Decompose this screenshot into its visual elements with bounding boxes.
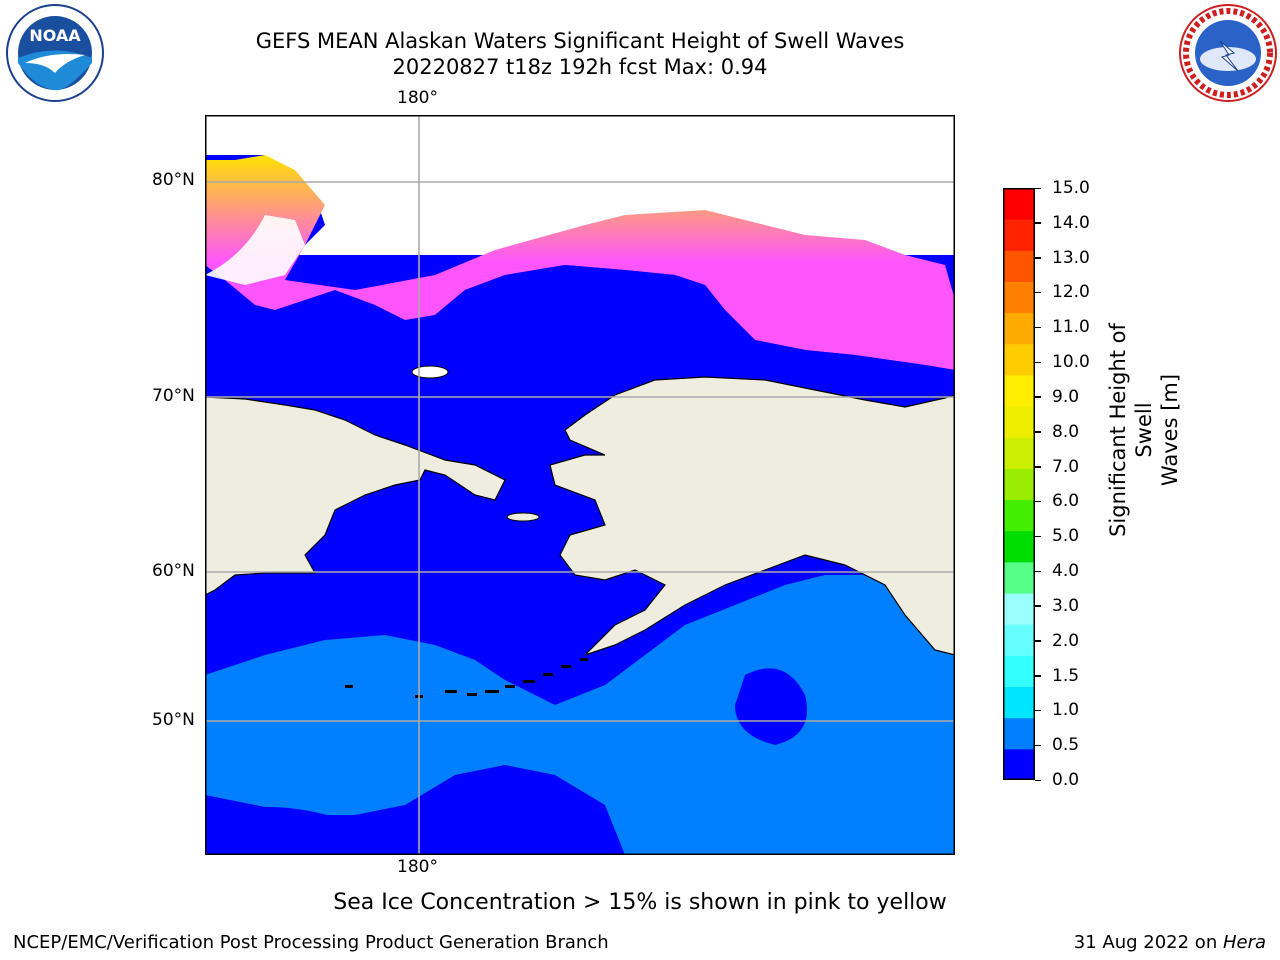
land-siberia bbox=[205, 396, 506, 596]
colorbar-segment bbox=[1003, 250, 1035, 282]
lat-label-70: 70°N bbox=[152, 386, 195, 406]
aleutian-islands bbox=[345, 658, 588, 698]
colorbar-tick-label: 1.5 bbox=[1052, 665, 1080, 686]
colorbar-tick-label: 6.0 bbox=[1052, 491, 1080, 512]
svg-text:NOAA: NOAA bbox=[29, 26, 81, 45]
colorbar-title-line2: Waves [m] bbox=[1158, 373, 1182, 487]
colorbar-tick bbox=[1035, 361, 1041, 364]
lat-label-60: 60°N bbox=[152, 561, 195, 581]
sea-ice-caption: Sea Ice Concentration > 15% is shown in … bbox=[333, 890, 947, 915]
colorbar-tick bbox=[1035, 744, 1041, 747]
lon-label-bottom: 180° bbox=[397, 857, 438, 877]
colorbar bbox=[1003, 188, 1035, 780]
colorbar-tick-label: 8.0 bbox=[1052, 421, 1080, 442]
colorbar-segment bbox=[1003, 624, 1035, 656]
colorbar-tick bbox=[1035, 222, 1041, 224]
noaa-logo: NOAA bbox=[6, 4, 104, 102]
colorbar-segment bbox=[1003, 499, 1035, 532]
land-alaska bbox=[549, 376, 955, 656]
moderate-swell-region bbox=[205, 575, 955, 855]
colorbar-tick-label: 13.0 bbox=[1052, 247, 1090, 268]
colorbar-tick bbox=[1035, 466, 1041, 468]
colorbar-segment bbox=[1003, 717, 1035, 750]
colorbar-tick-label: 15.0 bbox=[1052, 178, 1090, 198]
chart-title: GEFS MEAN Alaskan Waters Significant Hei… bbox=[255, 29, 905, 53]
footer-right: 31 Aug 2022 on Hera bbox=[1074, 932, 1266, 953]
colorbar-segment bbox=[1003, 343, 1035, 376]
colorbar-tick-label: 7.0 bbox=[1052, 456, 1080, 477]
colorbar-tick bbox=[1035, 187, 1041, 189]
colorbar-segment bbox=[1003, 686, 1035, 719]
colorbar-tick-label: 4.0 bbox=[1052, 561, 1080, 582]
colorbar-segment bbox=[1003, 188, 1035, 220]
lat-label-50: 50°N bbox=[152, 710, 195, 730]
lon-label-top: 180° bbox=[397, 88, 438, 108]
colorbar-tick bbox=[1035, 291, 1041, 294]
graticule bbox=[205, 115, 955, 855]
colorbar-tick bbox=[1035, 326, 1041, 329]
colorbar-tick bbox=[1035, 640, 1041, 642]
footer-left: NCEP/EMC/Verification Post Processing Pr… bbox=[13, 932, 609, 953]
colorbar-tick bbox=[1035, 257, 1041, 259]
colorbar-segment bbox=[1003, 374, 1035, 407]
colorbar-segment bbox=[1003, 281, 1035, 314]
colorbar-tick-label: 14.0 bbox=[1052, 212, 1090, 233]
colorbar-tick bbox=[1035, 535, 1041, 538]
colorbar-segment bbox=[1003, 406, 1035, 438]
footer-date: 31 Aug 2022 on bbox=[1073, 932, 1223, 953]
colorbar-tick bbox=[1035, 431, 1041, 433]
colorbar-segment bbox=[1003, 530, 1035, 563]
colorbar-tick-label: 0.5 bbox=[1052, 735, 1080, 756]
colorbar-tick-label: 5.0 bbox=[1052, 526, 1080, 547]
colorbar-tick-label: 0.0 bbox=[1052, 770, 1080, 790]
colorbar-tick-label: 9.0 bbox=[1052, 386, 1080, 407]
map-panel bbox=[205, 115, 955, 855]
nws-logo bbox=[1179, 4, 1277, 102]
colorbar-segment bbox=[1003, 312, 1035, 345]
colorbar-tick bbox=[1035, 396, 1041, 398]
colorbar-tick-label: 11.0 bbox=[1052, 317, 1090, 338]
colorbar-tick bbox=[1035, 675, 1041, 677]
colorbar-segment bbox=[1003, 655, 1035, 688]
colorbar-tick bbox=[1035, 779, 1041, 781]
colorbar-tick-label: 10.0 bbox=[1052, 352, 1090, 373]
colorbar-tick bbox=[1035, 709, 1041, 712]
colorbar-segment bbox=[1003, 561, 1035, 594]
colorbar-segment bbox=[1003, 437, 1035, 469]
colorbar-tick-label: 12.0 bbox=[1052, 282, 1090, 303]
colorbar-title: Significant Height of Swell Waves [m] bbox=[1105, 305, 1182, 555]
colorbar-tick-label: 1.0 bbox=[1052, 700, 1080, 721]
lat-label-80: 80°N bbox=[152, 170, 195, 190]
colorbar-segment bbox=[1003, 219, 1035, 251]
colorbar-segment bbox=[1003, 748, 1035, 780]
colorbar-tick-label: 2.0 bbox=[1052, 630, 1080, 651]
colorbar-tick bbox=[1035, 605, 1041, 607]
colorbar-title-line1: Significant Height of Swell bbox=[1106, 323, 1156, 537]
colorbar-tick bbox=[1035, 500, 1041, 503]
colorbar-segment bbox=[1003, 593, 1035, 625]
colorbar-tick bbox=[1035, 570, 1041, 573]
chart-subtitle: 20220827 t18z 192h fcst Max: 0.94 bbox=[392, 55, 768, 79]
colorbar-segment bbox=[1003, 468, 1035, 501]
footer-host: Hera bbox=[1222, 932, 1266, 953]
colorbar-tick-label: 3.0 bbox=[1052, 595, 1080, 616]
